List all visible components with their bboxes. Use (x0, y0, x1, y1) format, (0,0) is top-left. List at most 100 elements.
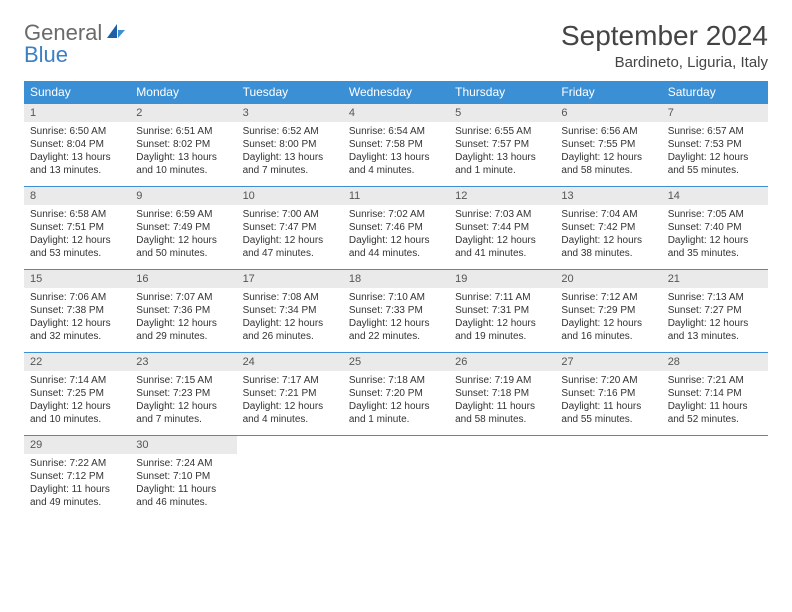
sunrise-text: Sunrise: 7:02 AM (349, 208, 443, 221)
day-number: 8 (24, 187, 130, 205)
calendar-cell (237, 436, 343, 519)
calendar-cell: 4Sunrise: 6:54 AMSunset: 7:58 PMDaylight… (343, 104, 449, 187)
calendar-cell: 11Sunrise: 7:02 AMSunset: 7:46 PMDayligh… (343, 187, 449, 270)
sunset-text: Sunset: 8:04 PM (30, 138, 124, 151)
col-tuesday: Tuesday (237, 81, 343, 104)
day-number: 15 (24, 270, 130, 288)
sunset-text: Sunset: 7:58 PM (349, 138, 443, 151)
sunset-text: Sunset: 7:16 PM (561, 387, 655, 400)
sunrise-text: Sunrise: 6:56 AM (561, 125, 655, 138)
sunrise-text: Sunrise: 7:14 AM (30, 374, 124, 387)
day-content: Sunrise: 7:22 AMSunset: 7:12 PMDaylight:… (24, 454, 130, 515)
calendar-cell: 15Sunrise: 7:06 AMSunset: 7:38 PMDayligh… (24, 270, 130, 353)
sunrise-text: Sunrise: 7:18 AM (349, 374, 443, 387)
daylight-text: Daylight: 13 hours and 10 minutes. (136, 151, 230, 177)
sunrise-text: Sunrise: 6:50 AM (30, 125, 124, 138)
sunrise-text: Sunrise: 7:06 AM (30, 291, 124, 304)
day-content: Sunrise: 7:11 AMSunset: 7:31 PMDaylight:… (449, 288, 555, 349)
day-content: Sunrise: 6:58 AMSunset: 7:51 PMDaylight:… (24, 205, 130, 266)
sunrise-text: Sunrise: 7:05 AM (668, 208, 762, 221)
daylight-text: Daylight: 12 hours and 16 minutes. (561, 317, 655, 343)
day-number: 7 (662, 104, 768, 122)
sunrise-text: Sunrise: 7:17 AM (243, 374, 337, 387)
sunset-text: Sunset: 8:00 PM (243, 138, 337, 151)
day-number: 5 (449, 104, 555, 122)
daylight-text: Daylight: 12 hours and 10 minutes. (30, 400, 124, 426)
calendar-cell (343, 436, 449, 519)
page-title: September 2024 (561, 20, 768, 52)
daylight-text: Daylight: 12 hours and 7 minutes. (136, 400, 230, 426)
day-number: 1 (24, 104, 130, 122)
day-content: Sunrise: 7:15 AMSunset: 7:23 PMDaylight:… (130, 371, 236, 432)
sunset-text: Sunset: 7:23 PM (136, 387, 230, 400)
daylight-text: Daylight: 12 hours and 4 minutes. (243, 400, 337, 426)
sunset-text: Sunset: 7:10 PM (136, 470, 230, 483)
daylight-text: Daylight: 12 hours and 58 minutes. (561, 151, 655, 177)
sunset-text: Sunset: 7:57 PM (455, 138, 549, 151)
day-content: Sunrise: 6:52 AMSunset: 8:00 PMDaylight:… (237, 122, 343, 183)
day-number: 30 (130, 436, 236, 454)
day-number: 16 (130, 270, 236, 288)
day-number: 18 (343, 270, 449, 288)
sunset-text: Sunset: 7:33 PM (349, 304, 443, 317)
calendar-cell: 23Sunrise: 7:15 AMSunset: 7:23 PMDayligh… (130, 353, 236, 436)
day-content: Sunrise: 7:19 AMSunset: 7:18 PMDaylight:… (449, 371, 555, 432)
calendar-cell: 3Sunrise: 6:52 AMSunset: 8:00 PMDaylight… (237, 104, 343, 187)
day-content: Sunrise: 7:20 AMSunset: 7:16 PMDaylight:… (555, 371, 661, 432)
sunrise-text: Sunrise: 7:21 AM (668, 374, 762, 387)
day-content: Sunrise: 7:07 AMSunset: 7:36 PMDaylight:… (130, 288, 236, 349)
daylight-text: Daylight: 11 hours and 58 minutes. (455, 400, 549, 426)
day-content: Sunrise: 7:00 AMSunset: 7:47 PMDaylight:… (237, 205, 343, 266)
calendar-row: 22Sunrise: 7:14 AMSunset: 7:25 PMDayligh… (24, 353, 768, 436)
sunset-text: Sunset: 7:49 PM (136, 221, 230, 234)
day-number: 22 (24, 353, 130, 371)
day-content: Sunrise: 7:05 AMSunset: 7:40 PMDaylight:… (662, 205, 768, 266)
calendar-cell: 18Sunrise: 7:10 AMSunset: 7:33 PMDayligh… (343, 270, 449, 353)
calendar-cell: 14Sunrise: 7:05 AMSunset: 7:40 PMDayligh… (662, 187, 768, 270)
calendar-cell: 27Sunrise: 7:20 AMSunset: 7:16 PMDayligh… (555, 353, 661, 436)
daylight-text: Daylight: 12 hours and 32 minutes. (30, 317, 124, 343)
calendar-cell (662, 436, 768, 519)
sunset-text: Sunset: 7:34 PM (243, 304, 337, 317)
day-content: Sunrise: 6:57 AMSunset: 7:53 PMDaylight:… (662, 122, 768, 183)
header: General September 2024 Bardineto, Liguri… (24, 20, 768, 71)
sunset-text: Sunset: 7:18 PM (455, 387, 549, 400)
sunrise-text: Sunrise: 7:12 AM (561, 291, 655, 304)
day-number: 23 (130, 353, 236, 371)
sunrise-text: Sunrise: 7:03 AM (455, 208, 549, 221)
sunset-text: Sunset: 7:36 PM (136, 304, 230, 317)
sunrise-text: Sunrise: 7:15 AM (136, 374, 230, 387)
sunrise-text: Sunrise: 7:10 AM (349, 291, 443, 304)
daylight-text: Daylight: 12 hours and 55 minutes. (668, 151, 762, 177)
daylight-text: Daylight: 12 hours and 50 minutes. (136, 234, 230, 260)
daylight-text: Daylight: 11 hours and 55 minutes. (561, 400, 655, 426)
day-number: 14 (662, 187, 768, 205)
daylight-text: Daylight: 12 hours and 41 minutes. (455, 234, 549, 260)
sunset-text: Sunset: 7:53 PM (668, 138, 762, 151)
daylight-text: Daylight: 12 hours and 19 minutes. (455, 317, 549, 343)
day-content: Sunrise: 7:13 AMSunset: 7:27 PMDaylight:… (662, 288, 768, 349)
calendar-cell: 7Sunrise: 6:57 AMSunset: 7:53 PMDaylight… (662, 104, 768, 187)
daylight-text: Daylight: 12 hours and 26 minutes. (243, 317, 337, 343)
day-number: 3 (237, 104, 343, 122)
sunrise-text: Sunrise: 6:57 AM (668, 125, 762, 138)
location-text: Bardineto, Liguria, Italy (561, 54, 768, 71)
logo-text-blue: Blue (24, 42, 68, 68)
sunrise-text: Sunrise: 7:11 AM (455, 291, 549, 304)
sunset-text: Sunset: 7:40 PM (668, 221, 762, 234)
calendar-cell: 26Sunrise: 7:19 AMSunset: 7:18 PMDayligh… (449, 353, 555, 436)
weekday-header-row: Sunday Monday Tuesday Wednesday Thursday… (24, 81, 768, 104)
day-number: 2 (130, 104, 236, 122)
day-content: Sunrise: 7:04 AMSunset: 7:42 PMDaylight:… (555, 205, 661, 266)
daylight-text: Daylight: 13 hours and 1 minute. (455, 151, 549, 177)
daylight-text: Daylight: 13 hours and 7 minutes. (243, 151, 337, 177)
day-number: 12 (449, 187, 555, 205)
calendar-cell: 13Sunrise: 7:04 AMSunset: 7:42 PMDayligh… (555, 187, 661, 270)
day-number: 11 (343, 187, 449, 205)
day-number: 9 (130, 187, 236, 205)
col-saturday: Saturday (662, 81, 768, 104)
sunset-text: Sunset: 7:27 PM (668, 304, 762, 317)
col-sunday: Sunday (24, 81, 130, 104)
day-number: 4 (343, 104, 449, 122)
calendar-cell: 25Sunrise: 7:18 AMSunset: 7:20 PMDayligh… (343, 353, 449, 436)
